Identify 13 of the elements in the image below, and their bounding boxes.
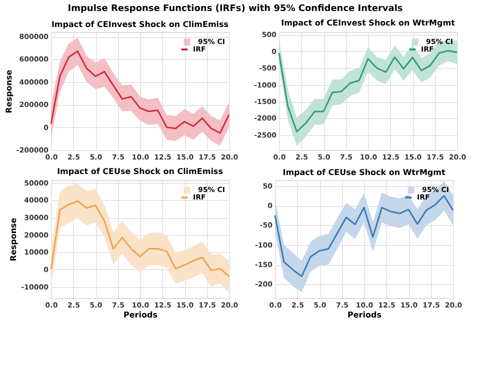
line-series (50, 50, 230, 134)
y-axis-title: Response (4, 69, 14, 114)
y-axis-title: Response (9, 217, 18, 262)
line-series (274, 194, 454, 278)
text: Impulse Response Functions (IRFs) with 95% Confidence Intervals (68, 4, 403, 14)
chart-title: Impact of CEUse Shock on ClimEmiss (57, 166, 224, 176)
x-axis-title: Periods (348, 310, 382, 320)
line-series (278, 50, 458, 132)
chart-title: Impact of CEInvest Shock on ClimEmiss (51, 20, 229, 29)
x-axis-title: Periods (124, 310, 158, 320)
chart-title: Impact of CEInvest Shock on WtrMgmt (281, 18, 456, 28)
line-series (50, 200, 230, 278)
chart-title: Impact of CEUse Shock on WtrMgmt (282, 168, 446, 177)
